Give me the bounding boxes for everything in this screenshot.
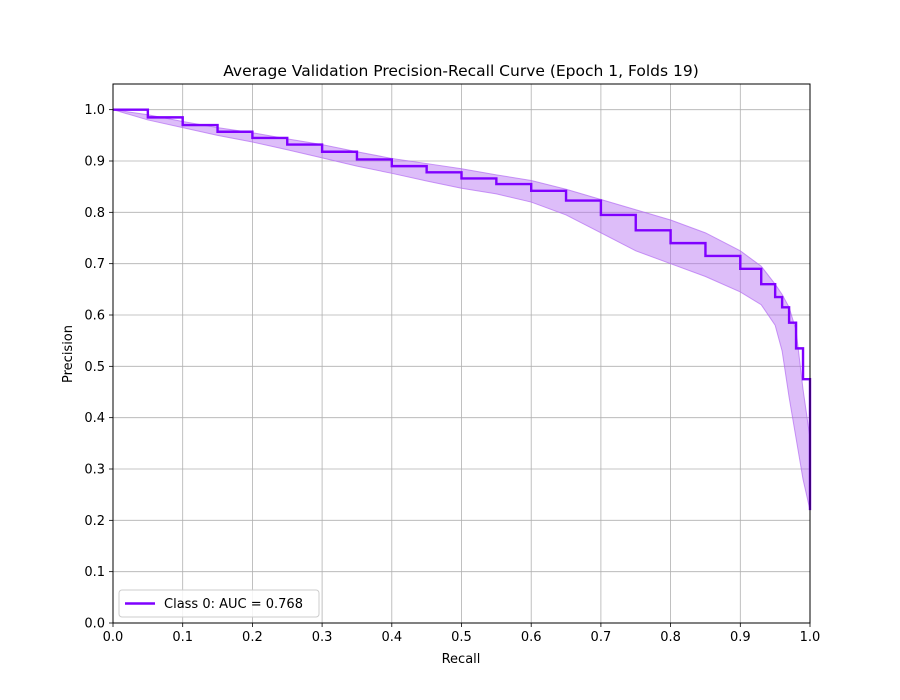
y-tick-label: 0.0 [84,617,105,632]
y-axis-label: Precision [61,325,76,383]
x-axis: 0.0 0.1 0.2 0.3 0.4 0.5 0.6 0.7 0.8 0.9 1.0 [103,623,821,645]
chart-title: Average Validation Precision-Recall Curv… [223,62,699,80]
legend: Class 0: AUC = 0.768 [118,589,320,618]
y-tick-label: 0.6 [84,309,105,324]
x-tick-label: 0.1 [172,630,193,645]
y-tick-label: 0.1 [84,565,105,580]
y-axis: 0.0 0.1 0.2 0.3 0.4 0.5 0.6 0.7 0.8 0.9 1.0 [84,103,113,632]
y-tick-label: 0.3 [84,463,105,478]
plot-area [112,83,812,624]
x-tick-label: 0.4 [381,630,402,645]
y-tick-label: 0.2 [84,514,105,529]
y-tick-label: 0.5 [84,360,105,375]
x-tick-label: 0.8 [660,630,681,645]
x-tick-label: 0.0 [103,630,124,645]
y-tick-label: 0.7 [84,257,105,272]
x-tick-label: 0.3 [312,630,333,645]
x-tick-label: 0.2 [242,630,263,645]
x-tick-label: 0.6 [521,630,542,645]
y-tick-label: 1.0 [84,103,105,118]
x-tick-label: 0.7 [591,630,612,645]
legend-box [118,589,320,618]
x-tick-label: 0.5 [451,630,472,645]
legend-label: Class 0: AUC = 0.768 [164,597,303,612]
y-tick-label: 0.9 [84,155,105,170]
x-tick-label: 1.0 [800,630,821,645]
x-tick-label: 0.9 [730,630,751,645]
x-axis-label: Recall [442,652,481,667]
series-line-class-0 [113,108,812,511]
y-tick-label: 0.8 [84,206,105,221]
y-tick-label: 0.4 [84,411,105,426]
